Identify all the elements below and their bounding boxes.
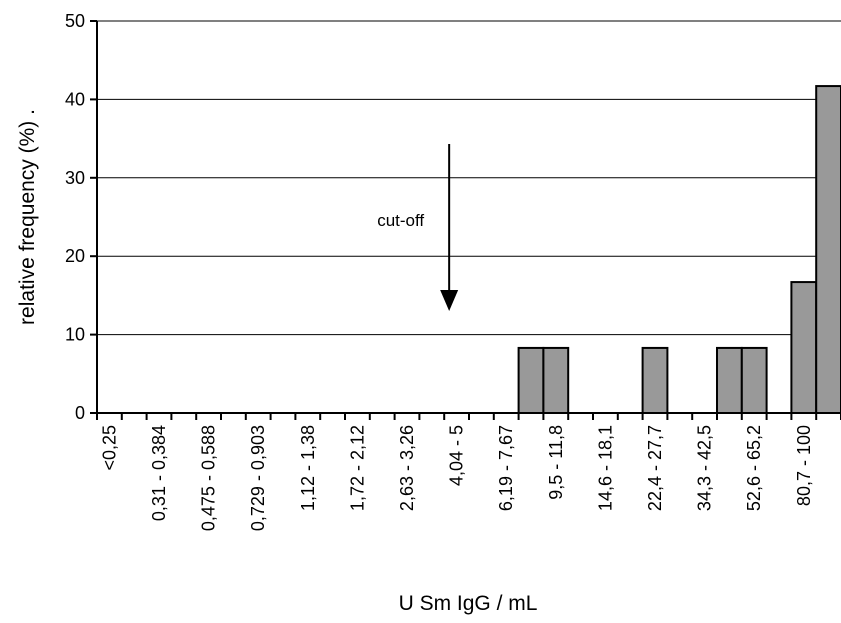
gridlines: [97, 20, 841, 336]
bar-25: [716, 346, 743, 415]
x-tick-label-10: 1,72 - 2,12: [347, 425, 367, 511]
x-tick-label-20: 14,6 - 18,1: [595, 425, 615, 511]
x-tick-label-0: <0,25: [99, 425, 119, 471]
y-tick-label-30: 30: [65, 168, 85, 188]
x-tick-label-12: 2,63 - 3,26: [397, 425, 417, 511]
x-tick-label-16: 6,19 - 7,67: [496, 425, 516, 511]
cut-off-label: cut-off: [377, 211, 424, 230]
y-axis-title: relative frequency (%) .: [16, 109, 39, 325]
x-tick-label-4: 0,475 - 0,588: [199, 425, 219, 531]
x-axis-title: U Sm IgG / mL: [399, 592, 538, 615]
y-tick-label-40: 40: [65, 89, 85, 109]
bar-26: [740, 346, 768, 415]
bar-28: [790, 281, 818, 414]
bar-22: [641, 346, 669, 415]
x-tick-label-14: 4,04 - 5: [447, 425, 467, 486]
bar-17: [517, 346, 545, 415]
x-tick-label-24: 34,3 - 42,5: [695, 425, 715, 511]
x-tick-label-28: 80,7 - 100: [794, 425, 814, 506]
x-tick-label-26: 52,6 - 65,2: [744, 425, 764, 511]
bar-29: [815, 85, 841, 415]
x-tick-labels: <0,25 0,31 - 0,384 0,475 - 0,588 0,729 - 0,…: [99, 425, 813, 531]
bar-18: [542, 346, 570, 415]
x-tick-label-2: 0,31 - 0,384: [149, 425, 169, 521]
y-tick-label-0: 0: [75, 403, 85, 423]
x-tick-label-22: 22,4 - 27,7: [645, 425, 665, 511]
x-tick-label-18: 9,5 - 11,8: [546, 425, 566, 500]
x-tick-label-8: 1,12 - 1,38: [298, 425, 318, 511]
y-tick-label-10: 10: [65, 325, 85, 345]
bars: [517, 85, 841, 415]
annotations: cut-off: [377, 144, 459, 311]
y-tick-labels: 0 10 20 30 40 50: [65, 11, 85, 423]
axes: [90, 20, 841, 420]
x-tick-label-6: 0,729 - 0,903: [248, 425, 268, 531]
y-tick-label-50: 50: [65, 11, 85, 31]
y-tick-label-20: 20: [65, 246, 85, 266]
cut-off-arrow-head: [440, 290, 459, 311]
